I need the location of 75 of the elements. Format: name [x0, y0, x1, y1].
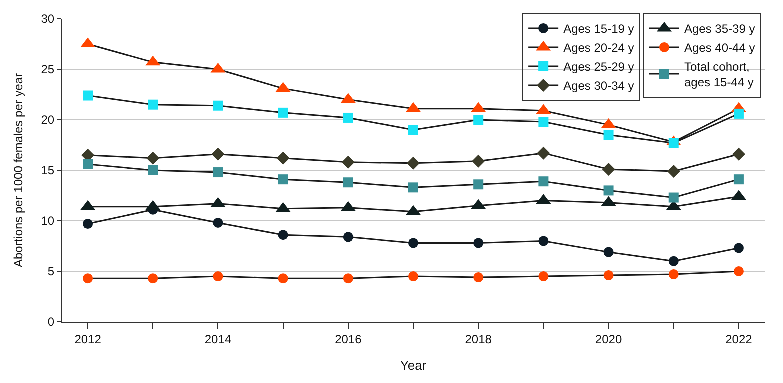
legend-label: Ages 35-39 y — [684, 22, 756, 36]
point — [668, 256, 679, 266]
legend-label: Ages 20-24 y — [564, 41, 634, 56]
y-axis-title: Abortions per 1000 females per year — [12, 73, 26, 268]
x-tick-label: 2022 — [726, 332, 753, 346]
x-tick-label: 2014 — [204, 332, 232, 346]
point — [408, 182, 418, 193]
point — [343, 178, 354, 188]
x-axis-title: Year — [400, 358, 428, 373]
point — [734, 266, 744, 276]
point — [668, 192, 679, 203]
x-tick-label: 2020 — [595, 332, 622, 346]
point — [668, 138, 679, 148]
point — [537, 146, 550, 160]
y-tick-label: 25 — [41, 62, 55, 77]
point — [604, 247, 614, 258]
point — [732, 148, 746, 161]
point — [213, 272, 224, 282]
point — [343, 274, 354, 284]
point — [538, 272, 549, 282]
x-tick-label: 2012 — [74, 332, 102, 346]
point — [278, 230, 288, 240]
point — [148, 100, 158, 110]
point — [474, 238, 484, 248]
point — [538, 117, 549, 128]
point — [213, 100, 224, 111]
point — [604, 270, 614, 281]
point — [83, 219, 94, 230]
y-tick-label: 30 — [41, 12, 55, 26]
point — [278, 174, 288, 185]
point — [604, 130, 614, 140]
point — [407, 156, 420, 170]
point — [734, 174, 744, 185]
point — [83, 159, 94, 170]
point — [734, 108, 744, 119]
point — [474, 115, 484, 125]
legend-label: Total cohort, ages 15-44 y — [684, 60, 754, 90]
y-tick-label: 0 — [48, 315, 55, 330]
point — [474, 272, 484, 283]
point — [408, 238, 418, 248]
point — [278, 274, 288, 284]
point — [146, 152, 160, 165]
point — [343, 232, 354, 242]
y-tick-label: 5 — [48, 264, 55, 279]
x-tick-label: 2016 — [335, 332, 362, 346]
point — [212, 148, 225, 161]
point — [83, 274, 94, 284]
legend-label: Ages 15-19 y — [564, 22, 634, 36]
legend-label: Ages 40-44 y — [684, 41, 756, 56]
legend-label: Ages 30-34 y — [564, 79, 634, 94]
point — [148, 274, 158, 284]
point — [148, 166, 158, 176]
x-tick-label: 2018 — [465, 332, 492, 346]
point — [213, 218, 224, 228]
point — [474, 180, 484, 190]
y-tick-label: 10 — [41, 214, 55, 228]
point — [472, 154, 486, 168]
point — [342, 156, 355, 169]
point — [667, 165, 680, 178]
point — [408, 272, 418, 282]
point — [278, 108, 288, 118]
point — [213, 168, 224, 178]
legend-label: Ages 25-29 y — [564, 60, 634, 74]
point — [668, 270, 679, 280]
point — [408, 125, 418, 136]
point — [83, 90, 94, 101]
y-tick-label: 15 — [41, 164, 55, 178]
point — [538, 236, 549, 246]
point — [602, 162, 616, 176]
point — [734, 243, 744, 254]
y-tick-label: 20 — [41, 113, 55, 128]
point — [343, 112, 354, 123]
point — [276, 152, 290, 165]
point — [604, 186, 614, 196]
point — [538, 176, 549, 187]
